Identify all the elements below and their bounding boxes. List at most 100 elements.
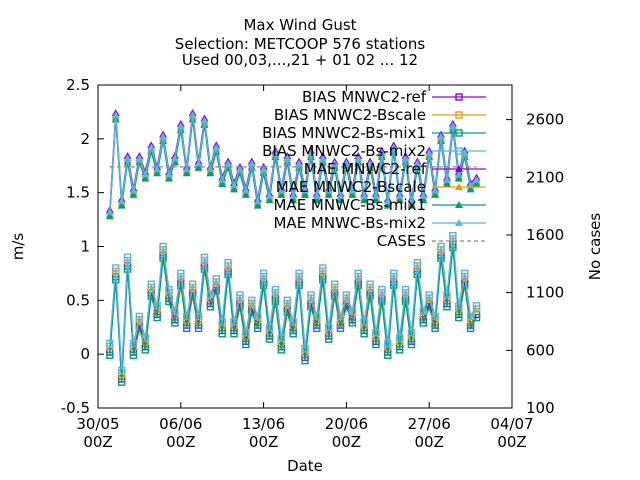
data-point bbox=[265, 191, 274, 199]
data-point bbox=[259, 169, 268, 177]
legend-label: CASES bbox=[377, 232, 426, 250]
y-tick-label: -0.5 bbox=[61, 399, 90, 417]
data-point bbox=[230, 181, 239, 189]
data-point bbox=[271, 285, 280, 294]
series-line bbox=[109, 247, 478, 383]
data-point bbox=[253, 312, 262, 321]
data-point bbox=[183, 312, 191, 321]
data-point bbox=[301, 186, 309, 194]
x-tick-label: 20/06 bbox=[325, 415, 368, 433]
data-point bbox=[360, 330, 368, 338]
data-point bbox=[164, 170, 173, 178]
x-tick-label: 13/06 bbox=[242, 415, 285, 433]
data-point bbox=[371, 196, 380, 204]
title-line-1: Max Wind Gust bbox=[243, 16, 356, 34]
data-point bbox=[212, 143, 221, 151]
data-point bbox=[442, 180, 451, 188]
data-point bbox=[419, 319, 427, 327]
legend-label: MAE MNWC2-ref bbox=[304, 160, 427, 178]
data-point bbox=[135, 154, 144, 162]
data-point bbox=[419, 191, 428, 199]
data-point bbox=[129, 186, 138, 194]
data-point bbox=[183, 324, 191, 333]
data-point bbox=[259, 164, 268, 172]
data-point bbox=[241, 186, 250, 194]
data-point bbox=[153, 313, 161, 322]
data-point bbox=[206, 303, 215, 311]
data-point bbox=[336, 196, 345, 204]
series-3 bbox=[106, 232, 481, 375]
data-point bbox=[295, 269, 303, 278]
data-point bbox=[442, 175, 451, 183]
data-point bbox=[106, 351, 114, 359]
data-point bbox=[289, 196, 298, 204]
data-point bbox=[378, 297, 386, 306]
data-point bbox=[259, 269, 268, 278]
data-point bbox=[194, 312, 203, 321]
data-point bbox=[200, 253, 209, 261]
data-point bbox=[141, 174, 150, 182]
data-point bbox=[230, 330, 238, 338]
legend-label: BIAS MNWC2-Bs-mix2 bbox=[262, 142, 426, 160]
x-tick-label-hour: 00Z bbox=[497, 433, 526, 451]
data-point bbox=[230, 185, 239, 193]
data-point bbox=[194, 163, 203, 171]
data-point bbox=[336, 191, 345, 199]
x-tick-label: 06/06 bbox=[159, 415, 202, 433]
legend-entry: BIAS MNWC2-Bs-mix2 bbox=[262, 142, 486, 160]
data-point bbox=[354, 281, 362, 289]
data-point bbox=[437, 242, 445, 251]
legend-swatch-marker bbox=[455, 93, 463, 101]
data-point bbox=[354, 154, 363, 162]
data-point bbox=[141, 334, 150, 342]
data-point bbox=[312, 191, 321, 199]
data-point bbox=[307, 291, 315, 299]
data-point bbox=[117, 366, 126, 375]
data-point bbox=[147, 143, 156, 151]
data-point bbox=[384, 339, 392, 348]
data-point bbox=[248, 296, 256, 305]
data-point bbox=[105, 208, 114, 216]
data-point bbox=[437, 132, 446, 140]
legend-entry: MAE MNWC-Bs-mix1 bbox=[273, 196, 486, 214]
data-point bbox=[194, 324, 203, 333]
data-point bbox=[443, 291, 451, 299]
data-point bbox=[277, 346, 286, 354]
legend-label: BIAS MNWC2-Bs-mix1 bbox=[262, 124, 426, 142]
data-point bbox=[313, 312, 321, 321]
data-point bbox=[312, 196, 321, 204]
data-point bbox=[390, 281, 398, 289]
data-point bbox=[265, 335, 274, 343]
data-point bbox=[259, 281, 268, 289]
legend-swatch-marker bbox=[455, 165, 463, 172]
data-point bbox=[159, 242, 167, 251]
data-point bbox=[389, 143, 398, 151]
data-point bbox=[182, 164, 191, 172]
data-point bbox=[271, 297, 280, 306]
x-tick-label-hour: 00Z bbox=[332, 433, 361, 451]
legend-swatch-marker bbox=[455, 219, 463, 226]
data-point bbox=[366, 159, 375, 167]
data-point bbox=[318, 154, 327, 162]
data-point bbox=[354, 269, 362, 278]
data-point bbox=[177, 281, 185, 289]
data-point bbox=[141, 170, 150, 178]
data-point bbox=[372, 328, 380, 337]
data-point bbox=[242, 340, 250, 349]
data-point bbox=[425, 148, 434, 156]
data-point bbox=[336, 324, 345, 333]
data-point bbox=[401, 285, 410, 294]
data-point bbox=[407, 201, 416, 209]
data-point bbox=[206, 291, 215, 299]
data-point bbox=[395, 346, 404, 354]
y-tick-label: 2 bbox=[80, 130, 90, 148]
data-point bbox=[283, 154, 292, 162]
legend-label: BIAS MNWC2-ref bbox=[302, 88, 427, 106]
data-point bbox=[360, 191, 369, 199]
axes: -0.5 0 0.5 1 1.5 2 2.5 100 600 1100 1600 2100 2600 30… bbox=[61, 76, 564, 451]
data-point bbox=[419, 196, 428, 204]
legend-entry: CASES bbox=[377, 232, 486, 250]
data-point bbox=[448, 121, 457, 129]
data-point bbox=[277, 190, 286, 198]
